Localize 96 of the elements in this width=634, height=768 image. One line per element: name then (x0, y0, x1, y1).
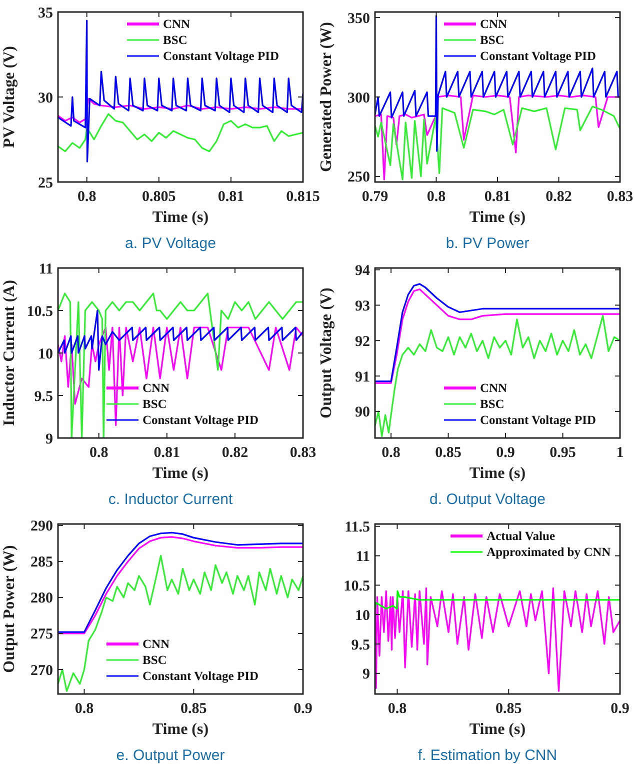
x-tick-label: 0.81 (154, 445, 180, 461)
y-tick-label: 9.5 (351, 637, 370, 654)
y-tick-label: 10.5 (26, 304, 53, 320)
x-tick-label: 0.83 (606, 189, 634, 205)
x-axis-title: Time (s) (152, 465, 209, 482)
legend-label: CNN (142, 381, 170, 395)
y-tick-label: 9 (46, 431, 53, 448)
y-tick-label: 300 (348, 90, 370, 106)
line-series (375, 587, 620, 692)
legend-label: Constant Voltage PID (142, 413, 258, 427)
legend-label: Constant Voltage PID (163, 49, 279, 63)
x-tick-label: 0.9 (496, 445, 515, 461)
x-tick-label: 0.9 (610, 701, 630, 717)
y-tick-label: 275 (30, 626, 53, 643)
y-tick-label: 25 (38, 175, 53, 192)
y-tick-label: 10 (355, 608, 370, 624)
legend-label: Constant Voltage PID (142, 669, 258, 683)
y-tick-label: 10.5 (344, 578, 370, 594)
x-axis-title: Time (s) (469, 209, 526, 226)
legend-label: Approximated by CNN (486, 545, 611, 559)
legend-label: BSC (142, 397, 167, 411)
text: f. Estimation by CNN (418, 747, 558, 764)
y-tick-label: 350 (348, 10, 370, 27)
line-series (58, 20, 303, 162)
y-tick-label: 11 (356, 549, 370, 566)
x-tick-label: 0.82 (546, 189, 572, 205)
x-tick-label: 0.83 (290, 445, 316, 461)
y-axis-title: Output Power (W) (1, 545, 18, 673)
line-series (375, 590, 620, 610)
x-tick-label: 0.8 (74, 701, 94, 717)
x-axis-title: Time (s) (469, 465, 526, 482)
y-tick-label: 92 (355, 334, 370, 350)
text: b. PV Power (446, 235, 530, 252)
x-tick-label: 0.8 (77, 189, 96, 205)
text: c. Inductor Current (108, 491, 234, 508)
y-axis-title: PV Voltage (V) (1, 46, 18, 148)
y-tick-label: 9 (362, 666, 370, 683)
legend-label: BSC (142, 653, 167, 667)
legend-label: Actual Value (486, 529, 556, 543)
y-axis-title: Inductor Current (A) (1, 280, 18, 426)
x-tick-label: 0.81 (218, 189, 244, 205)
x-axis-title: Time (s) (152, 209, 209, 226)
y-tick-label: 90 (355, 404, 370, 421)
legend-label: Constant Voltage PID (480, 413, 596, 427)
y-tick-label: 93 (355, 298, 370, 314)
x-tick-label: 0.82 (222, 445, 248, 461)
x-axis-title: Time (s) (469, 721, 526, 738)
text: d. Output Voltage (430, 491, 546, 508)
y-axis-title: Output Voltage (V) (318, 288, 335, 418)
y-tick-label: 9.5 (34, 388, 53, 405)
x-tick-label: 1 (616, 445, 624, 461)
legend-label: BSC (480, 33, 504, 47)
legend-label: BSC (163, 33, 188, 47)
y-tick-label: 11.5 (344, 520, 370, 536)
legend-label: CNN (142, 637, 170, 651)
x-tick-label: 0.95 (550, 445, 576, 461)
x-axis-title: Time (s) (152, 721, 209, 738)
x-tick-label: 0.8 (426, 189, 446, 205)
line-series (58, 326, 303, 426)
x-tick-label: 0.81 (484, 189, 511, 205)
x-tick-label: 0.79 (362, 189, 388, 205)
line-series (58, 554, 303, 692)
x-tick-label: 0.8 (89, 445, 108, 461)
y-axis-title: Generated Power (W) (318, 22, 335, 172)
legend-label: Constant Voltage PID (480, 49, 596, 63)
x-tick-label: 0.8 (382, 445, 400, 461)
legend-label: CNN (163, 17, 190, 31)
x-tick-label: 0.805 (142, 189, 176, 205)
y-tick-label: 11 (38, 261, 53, 278)
y-tick-label: 285 (30, 554, 53, 571)
line-series (375, 15, 620, 152)
legend-label: CNN (480, 17, 508, 31)
line-series (58, 98, 303, 124)
y-tick-label: 270 (30, 662, 53, 679)
x-tick-label: 0.85 (435, 445, 462, 461)
line-series (58, 292, 303, 438)
x-tick-label: 0.85 (180, 701, 207, 717)
line-series (375, 315, 620, 438)
x-tick-label: 0.815 (286, 189, 320, 205)
y-tick-label: 35 (38, 5, 53, 22)
y-tick-label: 290 (30, 518, 53, 535)
x-tick-label: 0.9 (294, 701, 312, 717)
y-tick-label: 91 (355, 369, 370, 386)
y-tick-label: 10 (38, 346, 53, 362)
x-tick-label: 0.8 (388, 701, 407, 717)
y-tick-label: 94 (355, 263, 370, 280)
y-tick-label: 280 (30, 590, 53, 607)
line-series (58, 113, 303, 152)
legend-label: BSC (480, 397, 504, 411)
text: e. Output Power (116, 747, 225, 764)
y-tick-label: 30 (38, 90, 53, 106)
line-series (58, 310, 303, 371)
x-tick-label: 0.85 (496, 701, 522, 717)
text: a. PV Voltage (125, 235, 216, 252)
legend-label: CNN (480, 381, 508, 395)
y-tick-label: 250 (348, 170, 370, 186)
